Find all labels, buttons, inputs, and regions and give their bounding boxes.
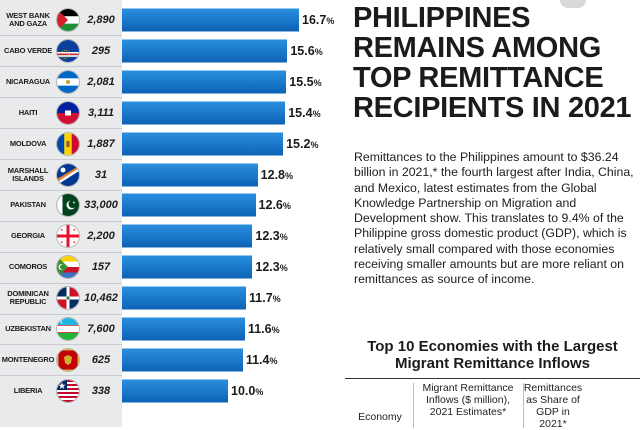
bar-value-label: 15.6%: [290, 43, 323, 58]
bar-value-label: 16.7%: [302, 13, 335, 27]
bar: [122, 132, 284, 156]
bar-value-label: 10.0%: [231, 383, 264, 398]
row-separator: [0, 344, 122, 346]
nicaragua-flag-icon: [57, 70, 79, 93]
row-separator: [0, 159, 122, 161]
bar-value-label: 15.2%: [286, 136, 319, 151]
bar-value-label: 15.4%: [288, 105, 321, 120]
bar-chart: WEST BANK AND GAZA 2,890 16.7% CABO VERDE 29…: [0, 0, 335, 427]
row-separator: [0, 66, 122, 68]
remittance-value: 2,081: [87, 75, 115, 88]
palestine-flag-icon: [57, 9, 79, 31]
header-inflows: Migrant Remittance Inflows ($ million), …: [422, 382, 514, 418]
moldova-flag-icon: [57, 132, 79, 155]
georgia-flag-icon: [57, 225, 79, 248]
country-label: LIBERIA: [13, 385, 43, 395]
row-separator: [0, 251, 122, 253]
table-title: Top 10 Economies with the Largest Migran…: [367, 338, 618, 372]
row-separator: [0, 375, 122, 377]
headline: PHILIPPINES REMAINS AMONG TOP REMITTANCE…: [353, 2, 632, 124]
remittance-value: 2,890: [87, 14, 115, 26]
bar-value-label: 15.5%: [289, 74, 322, 89]
country-label: DOMINICAN REPUBLIC: [7, 289, 49, 307]
remittance-value: 625: [91, 353, 111, 366]
bar: [122, 348, 243, 372]
row-separator: [0, 189, 122, 191]
bar-value-label: 12.6%: [258, 198, 291, 213]
bar-value-label: 11.7%: [249, 291, 281, 306]
remittance-value: 1,887: [87, 137, 115, 150]
decorative-tab: [560, 0, 586, 8]
cabo-verde-flag-icon: [57, 39, 79, 62]
remittance-value: 157: [91, 261, 111, 274]
bar: [122, 224, 253, 248]
bar: [122, 255, 253, 279]
article-body: Remittances to the Philippines amount to…: [354, 150, 634, 287]
bar: [122, 379, 228, 403]
header-economy: Economy: [358, 411, 402, 423]
country-label: HAITI: [18, 107, 38, 117]
bar: [122, 70, 287, 94]
remittance-value: 295: [91, 44, 111, 57]
country-label: UZBEKISTAN: [5, 324, 51, 333]
country-label: MONTENEGRO: [1, 354, 55, 364]
remittance-value: 31: [94, 168, 108, 181]
row-separator: [0, 282, 122, 284]
liberia-flag-icon: [57, 379, 79, 402]
country-label: MOLDOVA: [9, 138, 47, 148]
uzbekistan-flag-icon: [57, 318, 79, 340]
country-label: GEORGIA: [10, 231, 46, 241]
remittance-value: 10,462: [84, 292, 118, 305]
row-separator: [0, 313, 122, 315]
dominican-republic-flag-icon: [57, 287, 79, 310]
bar: [122, 163, 258, 186]
pakistan-flag-icon: [57, 194, 79, 217]
country-label: NICARAGUA: [5, 76, 51, 86]
haiti-flag-icon: [57, 101, 79, 124]
column-divider: [413, 383, 414, 428]
marshall-islands-flag-icon: [57, 163, 79, 186]
country-label: CABO VERDE: [3, 45, 52, 55]
bar: [122, 193, 256, 217]
bar-value-label: 11.4%: [245, 352, 278, 367]
remittance-value: 7,600: [87, 323, 115, 335]
bar: [122, 286, 247, 310]
bar: [122, 101, 286, 125]
bar: [122, 39, 288, 63]
country-label: COMOROS: [8, 262, 48, 272]
article-panel: PHILIPPINES REMAINS AMONG TOP REMITTANCE…: [345, 0, 640, 430]
remittance-value: 3,111: [88, 106, 114, 119]
row-separator: [0, 35, 122, 37]
bar-value-label: 12.8%: [260, 167, 294, 182]
remittance-value: 338: [91, 384, 111, 397]
row-separator: [0, 97, 122, 99]
row-separator: [0, 220, 122, 222]
bar-value-label: 11.6%: [247, 322, 280, 336]
row-separator: [0, 128, 122, 130]
remittance-value: 33,000: [84, 199, 118, 212]
montenegro-flag-icon: [57, 348, 79, 371]
bar-value-label: 12.3%: [255, 229, 288, 244]
bar-value-label: 12.3%: [255, 260, 288, 275]
comoros-flag-icon: [57, 256, 79, 279]
country-label: MARSHALL ISLANDS: [7, 165, 49, 183]
country-label: WEST BANK AND GAZA: [6, 11, 50, 28]
remittance-value: 2,200: [87, 230, 115, 243]
bar: [122, 317, 245, 341]
top-economies-table: Economy Migrant Remittance Inflows ($ mi…: [345, 378, 640, 430]
country-label: PAKISTAN: [10, 200, 46, 210]
bar: [122, 8, 300, 32]
header-share: Remittances as Share of GDP in 2021*: [523, 382, 583, 430]
column-divider: [523, 383, 524, 428]
